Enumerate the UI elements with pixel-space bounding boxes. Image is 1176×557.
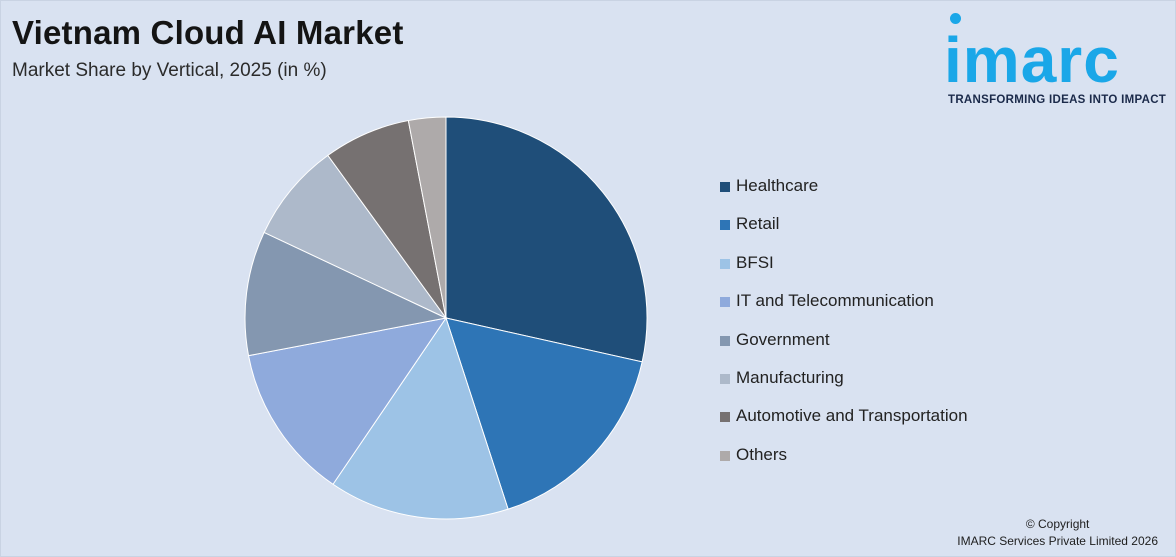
legend-swatch [720, 258, 730, 269]
legend-item-automotive-and-transportation: Automotive and Transportation [720, 406, 968, 444]
legend-swatch [720, 220, 730, 231]
pie-chart [244, 116, 648, 520]
pie-slice-others [407, 116, 447, 319]
copyright-notice: © Copyright IMARC Services Private Limit… [957, 516, 1158, 550]
pie-slice-it-and-telecommunication [247, 317, 448, 485]
legend-swatch [720, 450, 730, 461]
legend-swatch [720, 373, 730, 384]
chart-title: Vietnam Cloud AI Market [12, 14, 404, 51]
legend-item-healthcare: Healthcare [720, 176, 968, 214]
legend-swatch [720, 182, 730, 192]
legend-item-retail: Retail [720, 214, 968, 252]
pie-slice-government [244, 231, 448, 357]
pie-slice-healthcare [445, 116, 648, 363]
legend-item-others: Others [720, 445, 968, 483]
imarc-logo: imarc TRANSFORMING IDEAS INTO IMPACT [944, 10, 1170, 110]
legend-label: Government [736, 329, 830, 349]
legend-label: Healthcare [736, 176, 819, 195]
legend-label: Others [736, 444, 788, 464]
logo-dot [950, 13, 961, 24]
chart-legend: Healthcare Retail BFSI IT and Telecommunica… [720, 176, 968, 483]
legend-item-bfsi: BFSI [720, 253, 968, 291]
legend-label: IT and Telecommunication [736, 291, 934, 311]
logo-brand-text: imarc [944, 24, 1120, 96]
legend-label: Automotive and Transportation [736, 406, 968, 426]
legend-item-manufacturing: Manufacturing [720, 368, 968, 406]
chart-subtitle: Market Share by Vertical, 2025 (in %) [12, 60, 327, 81]
copyright-line: © Copyright [1025, 517, 1090, 531]
pie-slice-manufacturing [263, 154, 447, 319]
legend-swatch [720, 412, 730, 423]
legend-label: Retail [736, 214, 780, 234]
legend-item-government: Government [720, 330, 968, 368]
legend-label: Manufacturing [736, 367, 844, 387]
legend-item-it-and-telecommunication: IT and Telecommunication [720, 291, 968, 329]
copyright-company: IMARC Services Private Limited 2026 [957, 534, 1158, 548]
pie-slice-bfsi [332, 316, 509, 520]
logo-tagline: TRANSFORMING IDEAS INTO IMPACT [948, 94, 1167, 106]
legend-swatch [720, 297, 730, 308]
legend-swatch [720, 335, 730, 346]
legend-label: BFSI [736, 252, 774, 272]
pie-slice-retail [445, 317, 643, 510]
